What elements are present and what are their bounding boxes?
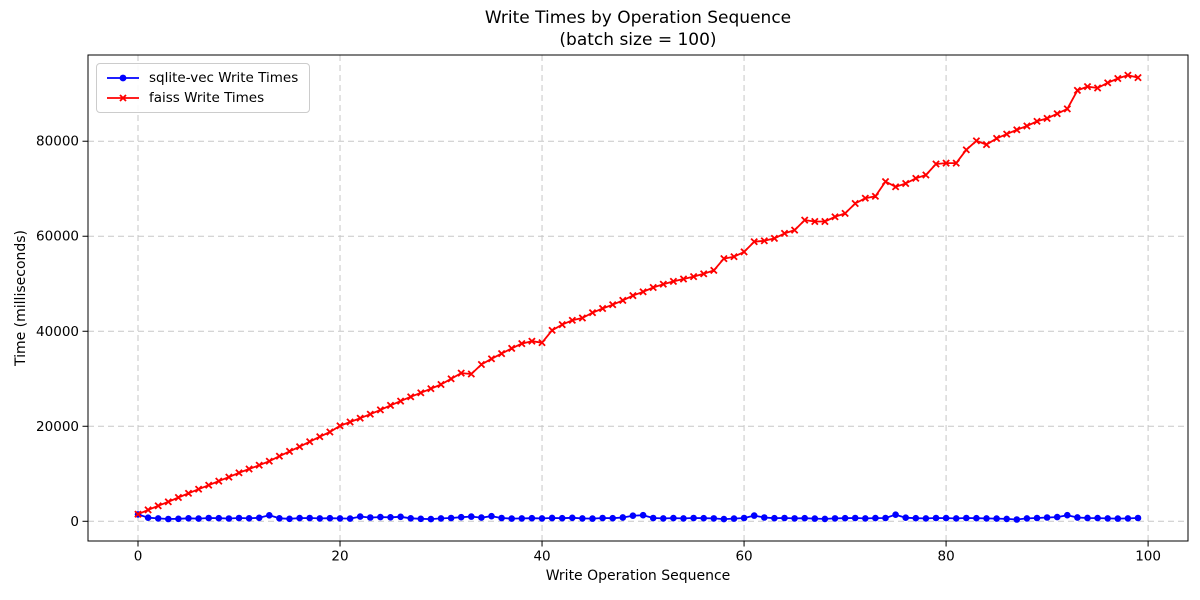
- plot-border: [87, 54, 1189, 542]
- y-tick-label: 20000: [36, 419, 79, 435]
- grid-layer: [88, 55, 1188, 541]
- tick-labels-layer: 0 20 40 60 80 100 0 20000 40000 60000 80000: [36, 134, 1161, 565]
- tick-marks-layer: [82, 140, 1149, 547]
- chart-title-line1: Write Times by Operation Sequence: [484, 8, 792, 28]
- x-tick-label: 0: [134, 549, 143, 565]
- y-tick-label: 60000: [36, 229, 79, 245]
- y-tick-label: 40000: [36, 324, 79, 340]
- legend-line-sample-sqlite-vec: [107, 74, 139, 82]
- y-tick-label: 80000: [36, 134, 79, 150]
- y-axis-label: Time (milliseconds): [13, 229, 29, 367]
- x-tick-label: 100: [1135, 549, 1161, 565]
- legend-circle-marker-icon: [119, 74, 127, 82]
- series-faiss: [134, 71, 1142, 518]
- chart-title: Write Times by Operation Sequence (batch…: [88, 7, 1188, 51]
- legend-label-sqlite-vec: sqlite-vec Write Times: [149, 70, 299, 86]
- series-line-faiss: [137, 74, 1139, 516]
- y-tick-label: 0: [70, 514, 79, 530]
- x-tick-label: 60: [735, 549, 752, 565]
- series-line-sqlite-vec: [137, 513, 1139, 521]
- x-tick-label: 40: [533, 549, 550, 565]
- legend-x-marker-icon: [119, 94, 127, 102]
- legend-entry-faiss: faiss Write Times: [105, 89, 298, 107]
- series-markers-faiss: [134, 71, 1142, 518]
- legend: sqlite-vec Write Times faiss Write Times: [96, 63, 311, 113]
- x-tick-label: 80: [937, 549, 954, 565]
- x-tick-label: 20: [331, 549, 348, 565]
- chart-title-line2: (batch size = 100): [559, 30, 717, 50]
- legend-label-faiss: faiss Write Times: [149, 90, 265, 106]
- x-axis-label: Write Operation Sequence: [545, 568, 731, 584]
- series-sqlite-vec: [134, 511, 1142, 523]
- legend-line-sample-faiss: [107, 94, 139, 102]
- legend-entry-sqlite-vec: sqlite-vec Write Times: [105, 69, 298, 87]
